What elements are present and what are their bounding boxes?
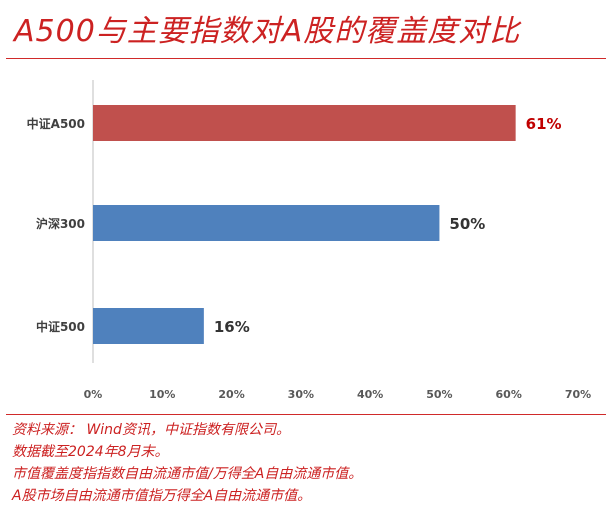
x-tick-label-3: 30% [288, 388, 314, 401]
x-tick-label-0: 0% [84, 388, 103, 401]
footer-divider [6, 414, 606, 415]
x-tick-label-5: 50% [426, 388, 452, 401]
x-tick-label-4: 40% [357, 388, 383, 401]
x-tick-label-6: 60% [496, 388, 522, 401]
x-tick-label-2: 20% [218, 388, 244, 401]
x-tick-label-7: 70% [565, 388, 591, 401]
title-underline [6, 58, 606, 59]
data-label-1: 50% [449, 215, 485, 233]
note-definition: 市值覆盖度指指数自由流通市值/万得全A自由流通市值。 [12, 466, 363, 482]
category-label-0: 中证A500 [27, 116, 85, 131]
source-notes: 资料来源： Wind资讯，中证指数有限公司。 数据截至2024年8月末。 市值覆… [12, 419, 607, 507]
note-market: A股市场自由流通市值指万得全A自由流通市值。 [12, 488, 312, 504]
note-date: 数据截至2024年8月末。 [12, 444, 169, 460]
data-label-2: 16% [214, 318, 250, 336]
x-tick-label-1: 10% [149, 388, 175, 401]
bar-0 [93, 105, 516, 141]
data-label-0: 61% [526, 115, 562, 133]
bar-1 [93, 205, 440, 241]
bar-2 [93, 308, 204, 344]
category-label-1: 沪深300 [36, 216, 85, 231]
bar-chart: 61% 中证A500 50% 沪深300 16% 中证500 0% 10% 20% 30% 40% 5… [27, 80, 591, 401]
chart-title: A500与主要指数对A股的覆盖度对比 [14, 14, 521, 49]
note-source: 资料来源： Wind资讯，中证指数有限公司。 [12, 422, 290, 438]
category-label-2: 中证500 [36, 319, 85, 334]
